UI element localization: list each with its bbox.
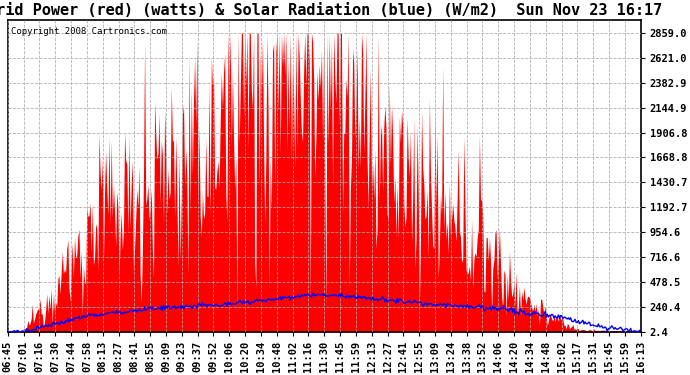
Title: Grid Power (red) (watts) & Solar Radiation (blue) (W/m2)  Sun Nov 23 16:17: Grid Power (red) (watts) & Solar Radiati… [0,3,662,18]
Text: Copyright 2008 Cartronics.com: Copyright 2008 Cartronics.com [11,27,167,36]
